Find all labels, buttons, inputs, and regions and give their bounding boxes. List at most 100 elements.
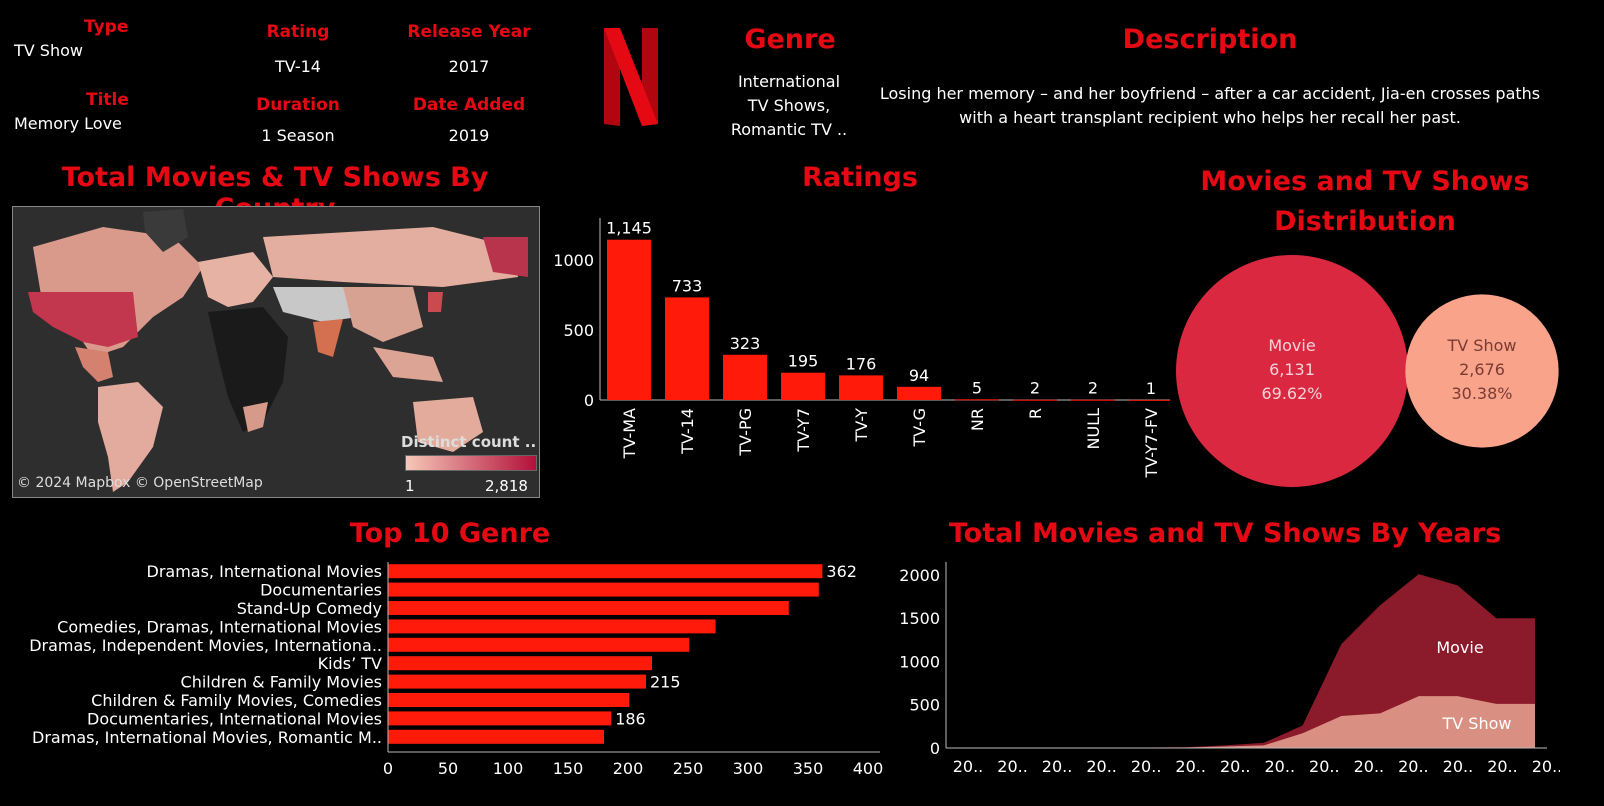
region-russia <box>263 227 518 287</box>
ratings-x-tick: TV-14 <box>678 408 697 455</box>
ratings-value-label: 195 <box>788 352 819 371</box>
title-value: Memory Love <box>14 114 122 133</box>
genre-x-tick: 200 <box>613 759 644 778</box>
ratings-value-label: 1 <box>1146 379 1156 398</box>
region-south-africa <box>243 402 268 432</box>
region-japan <box>428 292 443 312</box>
distribution-value: 6,131 <box>1269 360 1315 379</box>
ratings-bar <box>955 399 999 401</box>
years-y-tick: 500 <box>909 696 940 715</box>
genre-label: Genre <box>744 24 836 55</box>
rating-label: Rating <box>266 22 330 42</box>
ratings-x-tick: TV-Y7 <box>794 408 813 453</box>
genre-x-tick: 300 <box>733 759 764 778</box>
country-map[interactable]: Distinct count .. 1 2,818 © 2024 Mapbox … <box>12 206 540 498</box>
genre-bar <box>388 637 690 652</box>
genre-bar <box>388 601 789 615</box>
ratings-title: Ratings <box>802 162 918 193</box>
years-area-tvshow <box>954 696 1535 748</box>
duration-label: Duration <box>256 95 340 115</box>
region-china <box>343 287 423 342</box>
ratings-y-tick: 500 <box>563 321 594 340</box>
genre-x-tick: 250 <box>673 759 704 778</box>
distribution-percent: 30.38% <box>1451 384 1512 403</box>
ratings-y-tick: 0 <box>584 391 594 410</box>
genre-x-tick: 350 <box>793 759 824 778</box>
genre-x-tick: 400 <box>853 759 884 778</box>
ratings-bar <box>839 375 883 400</box>
genre-value: International TV Shows, Romantic TV .. <box>714 70 864 142</box>
rating-value: TV-14 <box>275 57 321 76</box>
genre-line: Romantic TV .. <box>730 120 848 139</box>
region-usa <box>28 292 138 347</box>
distribution-series-name: Movie <box>1268 336 1315 355</box>
release-year-value: 2017 <box>448 57 490 76</box>
region-mexico <box>75 347 113 382</box>
ratings-x-tick: TV-MA <box>620 408 639 459</box>
ratings-bar <box>665 297 709 400</box>
type-value: TV Show <box>14 41 83 60</box>
ratings-bar <box>1071 399 1115 401</box>
genre-line: International <box>737 72 841 91</box>
description-label: Description <box>1122 24 1298 55</box>
years-x-tick: 20.. <box>953 757 984 776</box>
years-x-tick: 20.. <box>997 757 1028 776</box>
genre-category-label: Comedies, Dramas, International Movies <box>57 617 382 636</box>
ratings-x-tick: TV-G <box>910 408 929 448</box>
genre-category-label: Children & Family Movies <box>181 673 382 692</box>
years-x-tick: 20.. <box>1354 757 1385 776</box>
ratings-value-label: 323 <box>730 334 761 353</box>
years-y-tick: 1500 <box>899 609 940 628</box>
description-text: Losing her memory – and her boyfriend – … <box>850 82 1570 130</box>
map-attribution[interactable]: © 2024 Mapbox © OpenStreetMap <box>17 475 263 491</box>
years-chart: 0 500 1000 1500 2000 20.. 20.. 20.. 20.. 20.. 20..… <box>899 562 1560 776</box>
genre-chart-title: Top 10 Genre <box>349 518 551 549</box>
years-chart-title: Total Movies and TV Shows By Years <box>948 518 1502 549</box>
map-legend-gradient <box>405 455 537 471</box>
years-series-label-tvshow: TV Show <box>1442 714 1512 733</box>
years-series-label-movie: Movie <box>1436 638 1483 657</box>
years-y-tick: 1000 <box>899 652 940 671</box>
genre-value-label: 186 <box>615 709 646 728</box>
years-x-tick: 20.. <box>1309 757 1340 776</box>
genre-category-label: Stand-Up Comedy <box>237 599 382 618</box>
distribution-bubble <box>1405 294 1559 448</box>
genre-x-tick: 100 <box>493 759 524 778</box>
netflix-logo <box>604 28 658 126</box>
years-x-tick: 20.. <box>1532 757 1560 776</box>
genre-bar <box>388 674 646 689</box>
distribution-series-name: TV Show <box>1447 336 1517 355</box>
distribution-title-line: Movies and TV Shows <box>1200 166 1530 197</box>
ratings-x-tick: NULL <box>1084 408 1103 450</box>
ratings-bar <box>1129 399 1170 401</box>
genre-x-tick: 50 <box>438 759 458 778</box>
ratings-bar <box>607 239 651 400</box>
region-alaska <box>483 237 528 277</box>
ratings-x-tick: R <box>1026 408 1045 419</box>
distribution-percent: 69.62% <box>1261 384 1322 403</box>
genre-bar <box>388 564 823 579</box>
genre-value-label: 215 <box>650 673 681 692</box>
ratings-x-tick: NR <box>968 408 987 431</box>
ratings-bar <box>781 372 825 400</box>
years-x-tick: 20.. <box>1131 757 1162 776</box>
ratings-y-tick: 1000 <box>553 251 594 270</box>
years-y-tick: 0 <box>930 739 940 758</box>
years-x-tick: 20.. <box>1487 757 1518 776</box>
genre-category-label: Dramas, Independent Movies, Internationa… <box>29 636 382 655</box>
ratings-value-label: 733 <box>672 276 703 295</box>
ratings-value-label: 2 <box>1030 379 1040 398</box>
years-x-tick: 20.. <box>1175 757 1206 776</box>
genre-bar <box>388 619 716 634</box>
ratings-value-label: 176 <box>846 354 877 373</box>
genre-chart: Dramas, International Movies 362 Documenta… <box>29 562 884 778</box>
genre-bar <box>388 656 652 671</box>
genre-x-tick: 150 <box>553 759 584 778</box>
distribution-title: Movies and TV Shows Distribution <box>1185 162 1545 242</box>
years-x-tick: 20.. <box>1398 757 1429 776</box>
region-middle-east <box>273 287 358 322</box>
distribution-value: 2,676 <box>1459 360 1505 379</box>
region-europe <box>198 252 273 307</box>
ratings-x-tick: TV-Y7-FV <box>1142 408 1161 479</box>
title-label: Title <box>86 90 129 110</box>
